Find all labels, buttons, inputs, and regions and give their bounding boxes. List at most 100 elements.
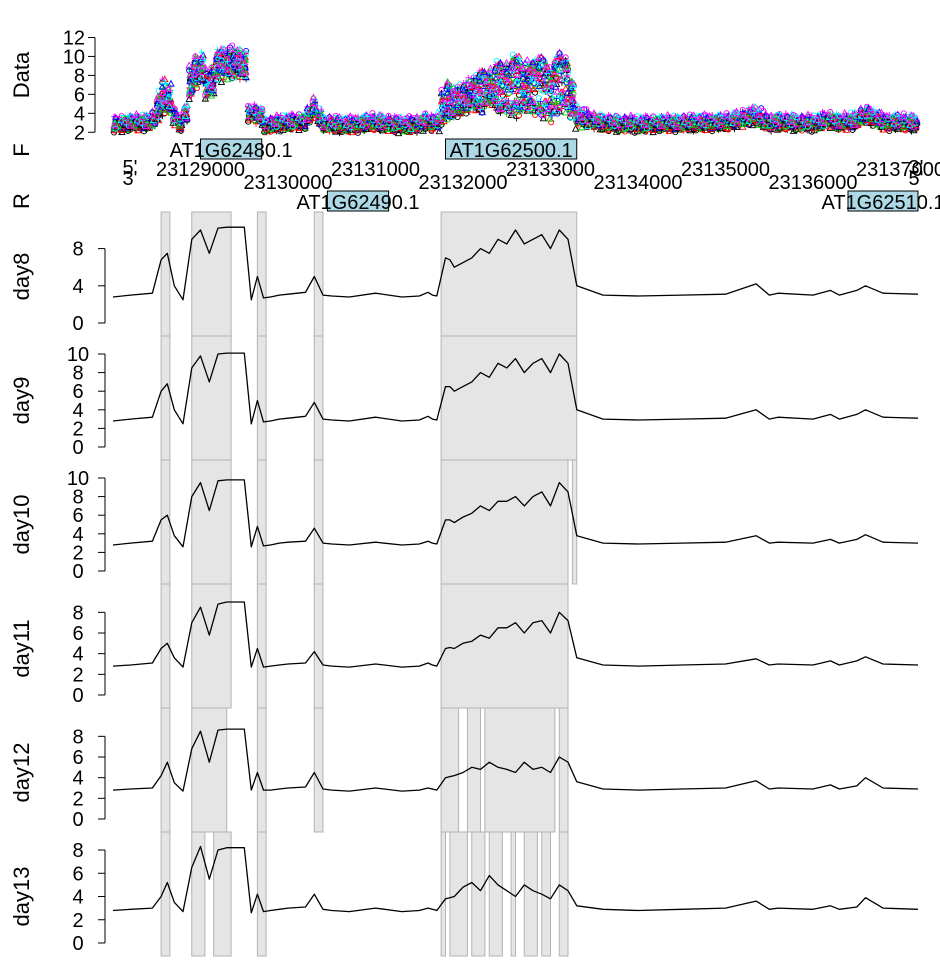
data-point-triangle — [551, 56, 559, 64]
data-point-triangle — [561, 84, 570, 92]
data-point-triangle — [637, 113, 645, 121]
data-y-tick-label: 2 — [74, 122, 85, 144]
data-point-triangle — [496, 78, 505, 86]
data-point-circle — [449, 88, 457, 95]
data-point-triangle — [540, 72, 548, 80]
data-point-plus — [509, 58, 516, 65]
data-point-plus — [559, 88, 566, 95]
data-point-triangle — [535, 53, 543, 61]
data-point-circle — [493, 57, 500, 64]
data-point-circle — [445, 95, 452, 103]
data-point-circle — [505, 90, 513, 97]
data-point-triangle — [480, 68, 489, 75]
data-point-triangle — [509, 80, 518, 88]
data-point-triangle — [445, 98, 453, 105]
data-point-triangle — [282, 111, 291, 119]
data-point-plus — [444, 79, 451, 86]
data-point-triangle — [523, 55, 532, 63]
data-point-triangle — [518, 64, 527, 72]
data-point-triangle — [167, 79, 175, 87]
data-point-plus — [318, 106, 325, 113]
data-point-plus — [224, 58, 231, 65]
data-point-triangle — [574, 102, 582, 110]
data-point-triangle — [459, 86, 468, 94]
data-point-plus — [568, 79, 575, 86]
data-point-triangle — [528, 58, 537, 66]
data-point-triangle — [561, 74, 569, 82]
data-point-circle — [565, 96, 572, 103]
data-y-tick-label: 8 — [74, 65, 85, 87]
data-point-plus — [532, 73, 539, 80]
data-point-triangle — [376, 110, 385, 118]
data-point-circle — [509, 65, 516, 72]
data-point-plus — [548, 84, 555, 91]
data-y-tick-label: 6 — [74, 84, 85, 106]
data-point-circle — [532, 89, 539, 96]
data-point-circle — [219, 52, 227, 59]
data-point-triangle — [653, 114, 661, 121]
data-point-plus — [542, 60, 549, 67]
data-point-triangle — [443, 88, 452, 96]
data-point-plus — [488, 83, 495, 90]
data-point-circle — [489, 78, 497, 85]
data-point-triangle — [154, 99, 162, 107]
data-point-triangle — [175, 125, 184, 133]
data-point-triangle — [217, 45, 226, 53]
data-y-tick-label: 12 — [63, 27, 85, 49]
data-point-plus — [578, 108, 585, 115]
data-point-triangle — [562, 64, 571, 72]
data-point-plus — [476, 67, 483, 74]
data-point-triangle — [192, 62, 200, 70]
data-point-plus — [525, 80, 532, 87]
data-point-plus — [532, 56, 539, 63]
data-point-plus — [456, 92, 463, 99]
data-point-triangle — [512, 77, 521, 85]
data-point-plus — [542, 79, 549, 86]
data-point-circle — [537, 76, 544, 83]
data-point-plus — [312, 99, 319, 106]
data-point-plus — [565, 82, 572, 89]
data-point-triangle — [569, 95, 578, 103]
data-point-circle — [696, 113, 703, 120]
data-point-triangle — [496, 58, 505, 66]
data-point-plus — [208, 69, 215, 76]
data-point-plus — [505, 73, 512, 80]
data-point-plus — [438, 91, 445, 98]
data-point-plus — [460, 80, 467, 87]
data-point-plus — [214, 49, 221, 56]
data-point-circle — [525, 69, 532, 76]
data-point-circle — [540, 57, 547, 64]
data-point-circle — [569, 93, 576, 100]
data-point-triangle — [512, 57, 521, 65]
data-point-triangle — [346, 112, 354, 119]
data-point-triangle — [502, 58, 511, 66]
data-point-triangle — [850, 108, 859, 116]
data-point-circle — [162, 93, 169, 100]
data-point-circle — [515, 81, 522, 89]
data-point-triangle — [298, 111, 307, 119]
data-point-triangle — [319, 112, 328, 120]
data-point-circle — [515, 61, 522, 68]
data-point-plus — [230, 48, 237, 55]
data-point-triangle — [529, 85, 538, 93]
data-point-triangle — [508, 71, 516, 78]
data-point-plus — [559, 58, 566, 65]
data-point-plus — [537, 98, 544, 105]
data-point-plus — [224, 50, 231, 57]
data-point-triangle — [476, 76, 484, 84]
data-point-circle — [259, 105, 266, 112]
data-point-plus — [509, 88, 516, 95]
data-point-triangle — [167, 102, 175, 110]
data-point-circle — [165, 94, 172, 101]
data-point-circle — [354, 129, 362, 136]
data-point-triangle — [433, 108, 442, 116]
data-point-circle — [613, 112, 620, 120]
data-point-plus — [564, 72, 571, 79]
data-point-triangle — [556, 90, 565, 98]
data-point-circle — [519, 89, 526, 96]
data-point-triangle — [733, 115, 742, 123]
data-point-circle — [466, 81, 473, 88]
data-point-plus — [569, 103, 576, 110]
